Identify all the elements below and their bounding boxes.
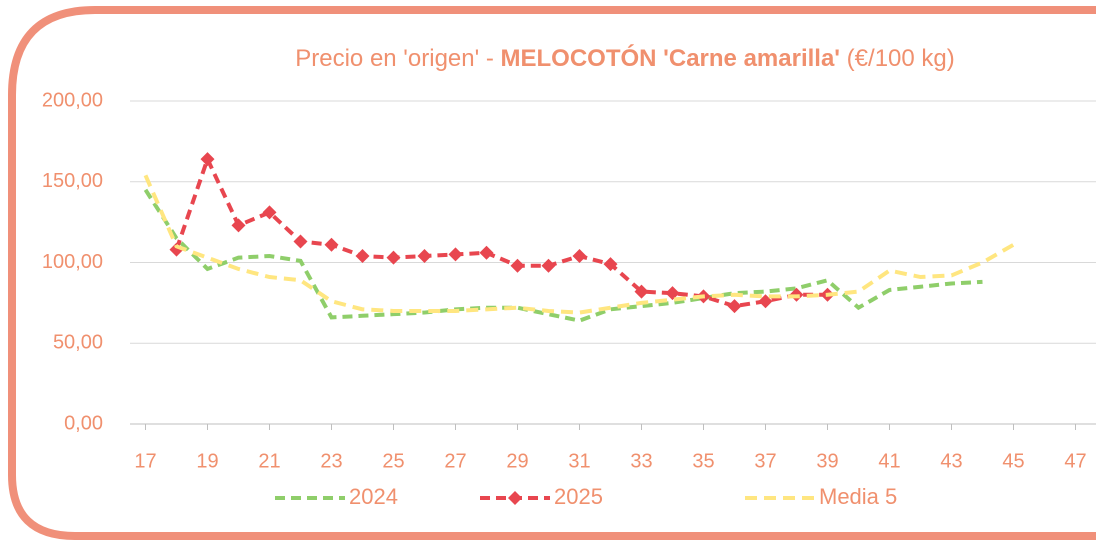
chart-title: Precio en 'origen' - MELOCOTÓN 'Carne am…	[295, 44, 955, 72]
point-marker	[324, 237, 339, 252]
legend-label: 2025	[554, 484, 603, 509]
point-marker	[355, 249, 370, 264]
x-tick-label: 19	[196, 450, 218, 472]
point-marker	[262, 205, 277, 220]
x-tick-label: 47	[1064, 450, 1086, 472]
point-marker	[727, 299, 742, 314]
point-marker	[603, 257, 618, 272]
x-tick-label: 37	[754, 450, 776, 472]
x-tick-label: 21	[258, 450, 280, 472]
x-tick-label: 29	[506, 450, 528, 472]
x-tick-label: 35	[692, 450, 714, 472]
x-tick-label: 39	[816, 450, 838, 472]
x-tick-label: 31	[568, 450, 590, 472]
x-tick-label: 23	[320, 450, 342, 472]
series-line	[143, 174, 1015, 315]
point-marker	[665, 286, 680, 301]
point-marker	[634, 284, 649, 299]
legend-label: 2024	[349, 484, 398, 509]
series-line	[143, 188, 983, 323]
y-tick-label: 100,00	[42, 251, 103, 273]
frame	[7, 6, 1096, 540]
point-marker	[386, 250, 401, 265]
x-tick-label: 25	[382, 450, 404, 472]
point-marker	[510, 258, 525, 273]
point-marker	[231, 218, 246, 233]
y-tick-label: 0,00	[64, 412, 103, 434]
point-marker	[293, 234, 308, 249]
x-tick-label: 17	[134, 450, 156, 472]
y-tick-label: 50,00	[53, 332, 103, 354]
x-tick-label: 45	[1002, 450, 1024, 472]
legend-marker	[508, 491, 522, 505]
point-marker	[417, 249, 432, 264]
x-tick-label: 27	[444, 450, 466, 472]
x-tick-label: 33	[630, 450, 652, 472]
legend-label: Media 5	[819, 484, 897, 509]
series-line	[174, 153, 828, 309]
x-tick-label: 43	[940, 450, 962, 472]
y-tick-label: 200,00	[42, 89, 103, 111]
x-tick-label: 41	[878, 450, 900, 472]
point-marker	[479, 245, 494, 260]
point-marker	[541, 258, 556, 273]
point-marker	[572, 249, 587, 264]
point-marker	[448, 247, 463, 262]
point-marker	[200, 152, 215, 167]
y-tick-label: 150,00	[42, 170, 103, 192]
